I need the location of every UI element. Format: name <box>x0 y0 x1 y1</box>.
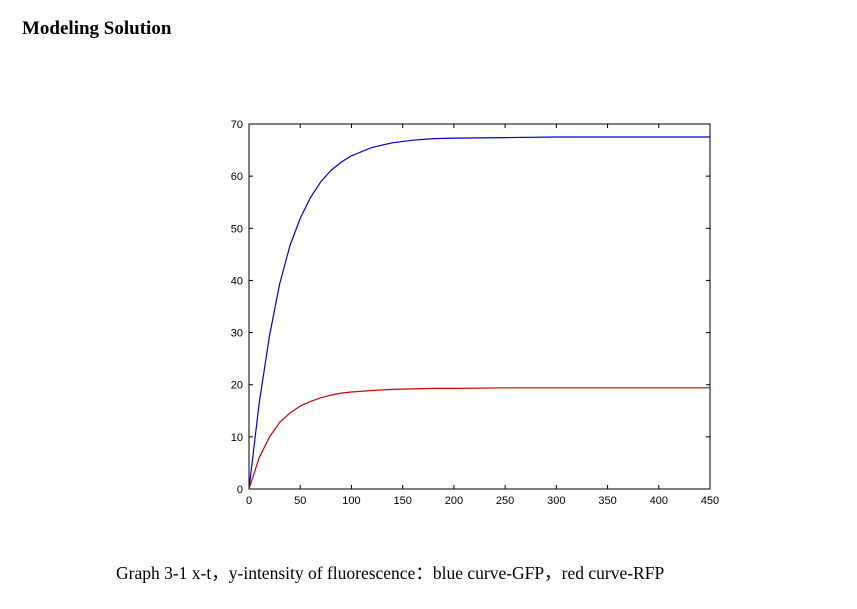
y-tick-label: 60 <box>231 171 243 183</box>
y-tick-label: 40 <box>231 275 243 287</box>
x-tick-label: 300 <box>547 495 565 507</box>
x-tick-label: 350 <box>598 495 616 507</box>
y-tick-label: 20 <box>231 380 243 392</box>
x-tick-label: 400 <box>650 495 668 507</box>
x-tick-label: 250 <box>496 495 514 507</box>
axis-ticks: 0 50 100 150 200 250 300 350 400 450 0 10 20 30 40 50 60… <box>231 119 719 507</box>
y-tick-label: 0 <box>237 484 243 496</box>
series-group <box>248 136 710 490</box>
y-tick-label: 10 <box>231 432 243 444</box>
series-line-red <box>248 387 710 490</box>
plot-area <box>248 123 711 490</box>
x-tick-label: 200 <box>445 495 463 507</box>
x-tick-label: 150 <box>393 495 411 507</box>
y-tick-label: 30 <box>231 328 243 340</box>
x-tick-label: 450 <box>701 495 719 507</box>
y-tick-label: 50 <box>231 223 243 235</box>
figure-caption: Graph 3-1 x-t，y-intensity of fluorescenc… <box>116 563 665 583</box>
x-tick-label: 100 <box>342 495 360 507</box>
series-line-blue <box>248 136 710 490</box>
y-tick-label: 70 <box>231 119 243 131</box>
section-heading: Modeling Solution <box>22 18 172 39</box>
x-tick-label: 50 <box>294 495 306 507</box>
x-tick-label: 0 <box>246 495 252 507</box>
